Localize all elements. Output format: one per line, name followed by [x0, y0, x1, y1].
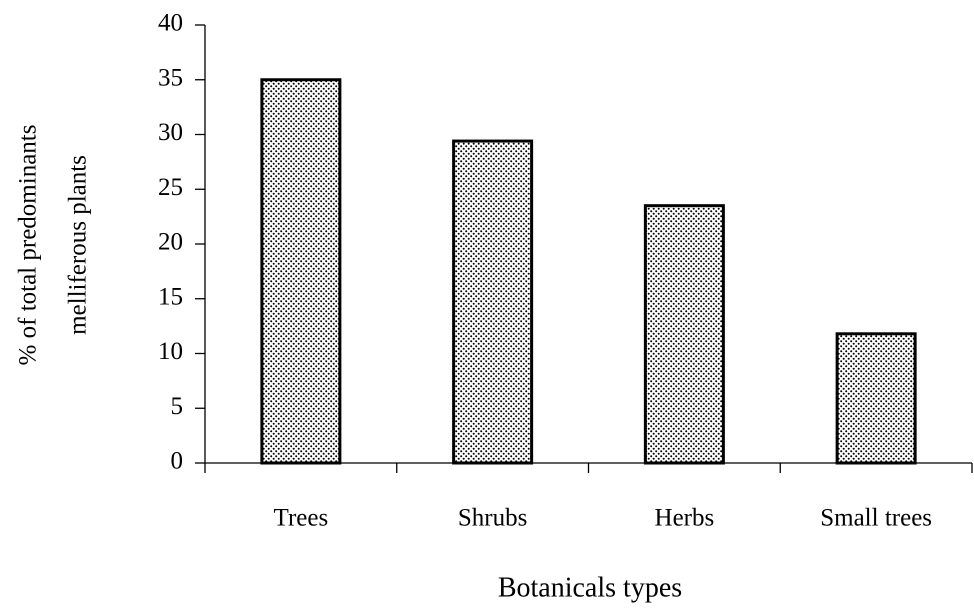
bar	[643, 204, 725, 465]
y-tick-label: 0	[171, 448, 184, 475]
y-tick-label: 25	[158, 174, 183, 201]
y-axis-label: % of total predominants melliferous plan…	[15, 125, 92, 366]
x-axis-label: Botanicals types	[498, 572, 682, 603]
y-axis-label-line: melliferous plants	[65, 155, 92, 335]
y-tick-label: 15	[158, 283, 183, 310]
bar	[452, 139, 534, 465]
x-tick-label: Trees	[274, 505, 329, 532]
y-tick-label: 10	[158, 338, 183, 365]
y-tick-label: 20	[158, 229, 183, 256]
bar	[260, 78, 342, 465]
bar	[835, 332, 917, 465]
y-tick-label: 5	[171, 393, 184, 420]
x-tick-label: Herbs	[655, 505, 715, 532]
y-tick-label: 40	[158, 10, 183, 37]
y-axis-label-line: % of total predominants	[15, 125, 42, 366]
y-tick-label: 35	[158, 64, 183, 91]
x-tick-label: Small trees	[820, 505, 932, 532]
y-tick-label: 30	[158, 119, 183, 146]
x-tick-label: Shrubs	[458, 505, 527, 532]
